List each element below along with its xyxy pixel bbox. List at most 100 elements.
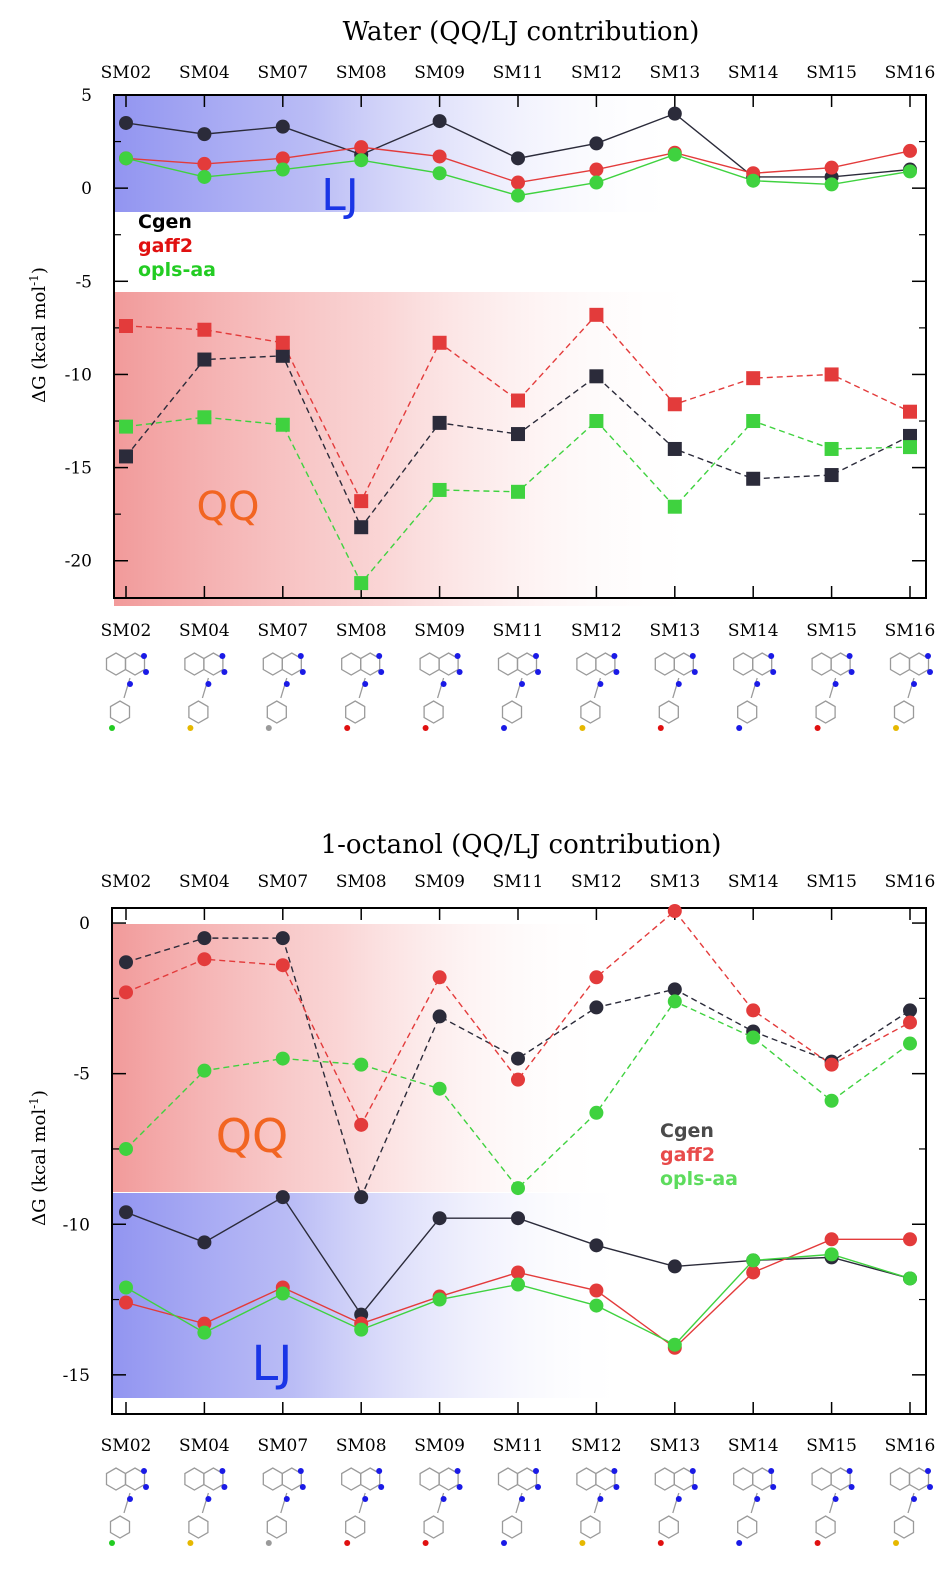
point-Cgen-LJ-SM07 [275, 1190, 290, 1205]
qq-region-water [114, 292, 704, 606]
qq-label-water: QQ [197, 484, 260, 530]
point-opls-aa-QQ-SM09 [432, 1081, 447, 1096]
point-Cgen-QQ-SM11 [511, 1051, 525, 1066]
point-Cgen-LJ-SM09 [432, 114, 447, 129]
x-tick-label-bottom: SM16 [885, 621, 936, 641]
x-tick-label-top: SM08 [336, 63, 387, 83]
y-tick-label: -15 [63, 1366, 90, 1386]
point-opls-aa-LJ-SM13 [667, 147, 682, 162]
molecule-structure [497, 1467, 541, 1546]
point-gaff2-LJ-SM16 [903, 1232, 917, 1247]
point-opls-aa-QQ-SM12 [589, 1105, 604, 1120]
x-tick-label-top: SM04 [179, 872, 230, 892]
point-opls-aa-QQ-SM08 [354, 1057, 369, 1072]
x-tick-label-top: SM11 [493, 872, 544, 892]
point-gaff2-QQ-SM12 [589, 307, 604, 322]
point-gaff2-LJ-SM15 [824, 1232, 839, 1247]
point-opls-aa-QQ-SM07 [275, 1051, 290, 1066]
legend-gaff2-water: gaff2 [138, 235, 193, 257]
point-Cgen-LJ-SM12 [589, 1238, 604, 1253]
point-opls-aa-LJ-SM12 [589, 1298, 604, 1313]
point-opls-aa-QQ-SM04 [197, 1063, 212, 1078]
point-gaff2-QQ-SM04 [197, 322, 212, 337]
molecule-structure [184, 1467, 228, 1546]
molecule-structure [654, 652, 698, 731]
point-opls-aa-QQ-SM16 [903, 440, 917, 455]
point-gaff2-QQ-SM11 [511, 393, 525, 408]
point-Cgen-QQ-SM15 [824, 468, 839, 483]
molecule-structure [889, 652, 933, 731]
plot-frame [111, 907, 927, 1415]
lj-region-octanol [112, 1193, 632, 1398]
molecule-structure [341, 652, 385, 731]
point-opls-aa-QQ-SM04 [197, 410, 212, 425]
point-gaff2-LJ-SM08 [354, 140, 369, 155]
point-Cgen-LJ-SM09 [432, 1211, 447, 1226]
point-opls-aa-LJ-SM11 [511, 188, 525, 203]
point-Cgen-QQ-SM09 [432, 1009, 447, 1024]
point-gaff2-QQ-SM08 [354, 1117, 369, 1132]
point-opls-aa-LJ-SM02 [119, 151, 133, 166]
point-gaff2-LJ-SM15 [824, 160, 839, 175]
lj-region-water [114, 95, 684, 212]
point-opls-aa-LJ-SM08 [354, 1322, 369, 1337]
point-opls-aa-QQ-SM15 [824, 1093, 839, 1108]
point-opls-aa-QQ-SM14 [746, 1030, 761, 1045]
point-opls-aa-LJ-SM15 [824, 177, 839, 192]
series-line-gaff2-QQ [125, 313, 911, 503]
point-opls-aa-LJ-SM16 [903, 1271, 917, 1286]
x-tick-label-top: SM16 [885, 63, 936, 83]
point-opls-aa-QQ-SM02 [119, 1141, 133, 1156]
point-opls-aa-LJ-SM12 [589, 175, 604, 190]
point-gaff2-QQ-SM14 [746, 1003, 761, 1018]
point-gaff2-QQ-SM13 [667, 904, 682, 919]
point-opls-aa-LJ-SM09 [432, 1292, 447, 1307]
x-tick-label-top: SM07 [257, 63, 308, 83]
chart-title-octanol: 1-octanol (QQ/LJ contribution) [321, 830, 722, 860]
molecule-structure [811, 652, 855, 731]
point-Cgen-LJ-SM13 [667, 1259, 682, 1274]
legend-cgen-water: Cgen [138, 211, 192, 233]
point-opls-aa-LJ-SM09 [432, 166, 447, 181]
molecule-structure [419, 652, 463, 731]
x-tick-label-top: SM07 [257, 872, 308, 892]
y-tick-label: 0 [79, 914, 90, 934]
legend-oplsaa-octanol: opls-aa [660, 1168, 738, 1190]
octanol-chart: 1-octanol (QQ/LJ contribution) QQ LJ 0 -5… [27, 830, 935, 1546]
x-tick-label-top: SM16 [885, 872, 936, 892]
point-opls-aa-LJ-SM16 [903, 164, 917, 179]
point-Cgen-QQ-SM07 [275, 348, 290, 363]
y-tick-label: -20 [65, 552, 92, 572]
x-tick-label-bottom: SM11 [493, 1436, 544, 1456]
point-gaff2-QQ-SM16 [903, 404, 917, 419]
y-tick-label: -10 [65, 365, 92, 385]
point-gaff2-LJ-SM12 [589, 162, 604, 177]
point-gaff2-QQ-SM09 [432, 970, 447, 985]
legend-oplsaa-water: opls-aa [138, 259, 216, 281]
plot-frame [113, 94, 927, 599]
legend-cgen-octanol: Cgen [660, 1120, 714, 1142]
point-opls-aa-LJ-SM02 [119, 1280, 133, 1295]
point-Cgen-QQ-SM12 [589, 1000, 604, 1015]
molecule-structure [497, 652, 541, 731]
point-gaff2-LJ-SM02 [119, 1295, 133, 1310]
octanol-axes: 0 -5 -10 -15 SM02 SM02 SM04 SM04 SM07 SM07 SM08 SM0… [63, 872, 936, 1456]
point-gaff2-QQ-SM08 [354, 494, 369, 509]
point-opls-aa-LJ-SM11 [511, 1277, 525, 1292]
x-tick-label-top: SM02 [101, 63, 152, 83]
point-opls-aa-QQ-SM15 [824, 441, 839, 456]
point-opls-aa-QQ-SM08 [354, 576, 369, 591]
series-line-opls-aa-QQ [125, 1000, 911, 1190]
point-opls-aa-QQ-SM16 [903, 1036, 917, 1051]
point-gaff2-QQ-SM07 [275, 958, 290, 973]
point-gaff2-QQ-SM11 [511, 1072, 525, 1087]
molecule-structure [262, 652, 306, 731]
point-opls-aa-LJ-SM15 [824, 1247, 839, 1262]
point-Cgen-LJ-SM11 [511, 1211, 525, 1226]
point-Cgen-LJ-SM02 [119, 115, 133, 130]
legend-gaff2-octanol: gaff2 [660, 1144, 715, 1166]
molecule-structure [105, 652, 149, 731]
x-tick-label-bottom: SM08 [336, 621, 387, 641]
point-Cgen-LJ-SM04 [197, 127, 212, 142]
point-Cgen-QQ-SM12 [589, 369, 604, 384]
